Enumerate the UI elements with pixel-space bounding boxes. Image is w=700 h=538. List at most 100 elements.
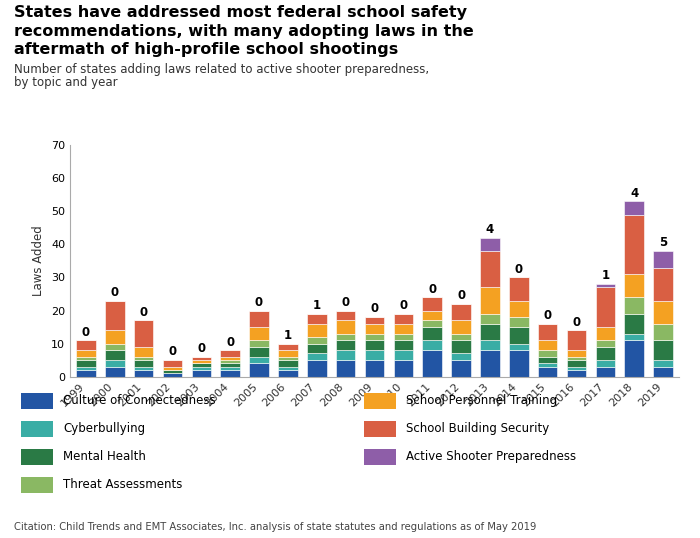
Bar bbox=[278, 370, 298, 377]
Bar bbox=[567, 367, 587, 370]
Text: School Personnel Training: School Personnel Training bbox=[406, 394, 557, 407]
Bar bbox=[220, 363, 240, 367]
Bar bbox=[192, 357, 211, 360]
Text: 0: 0 bbox=[399, 299, 407, 312]
Bar bbox=[422, 298, 442, 310]
Bar bbox=[76, 360, 96, 367]
Text: 1: 1 bbox=[313, 299, 321, 312]
Text: School Building Security: School Building Security bbox=[406, 422, 550, 435]
Bar bbox=[134, 367, 153, 370]
Text: 0: 0 bbox=[139, 306, 148, 318]
Bar bbox=[567, 350, 587, 357]
Bar bbox=[422, 340, 442, 350]
Bar bbox=[624, 215, 644, 274]
Bar bbox=[509, 301, 528, 317]
Bar bbox=[307, 360, 327, 377]
Text: 0: 0 bbox=[82, 325, 90, 338]
Bar bbox=[480, 324, 500, 340]
Text: by topic and year: by topic and year bbox=[14, 76, 118, 89]
Bar bbox=[596, 367, 615, 377]
Bar bbox=[220, 357, 240, 360]
Bar bbox=[538, 340, 557, 350]
Bar bbox=[162, 373, 182, 377]
Bar bbox=[278, 360, 298, 367]
Bar bbox=[480, 238, 500, 251]
Bar bbox=[249, 347, 269, 357]
Bar bbox=[567, 370, 587, 377]
Bar bbox=[365, 340, 384, 350]
Bar bbox=[336, 350, 356, 360]
Bar bbox=[596, 327, 615, 340]
Bar bbox=[538, 357, 557, 363]
Bar bbox=[480, 287, 500, 314]
Bar bbox=[220, 350, 240, 357]
Bar bbox=[365, 334, 384, 340]
Bar bbox=[480, 314, 500, 324]
Bar bbox=[278, 367, 298, 370]
Bar bbox=[653, 267, 673, 301]
Bar bbox=[452, 321, 471, 334]
Bar bbox=[538, 367, 557, 377]
Bar bbox=[422, 321, 442, 327]
Bar bbox=[220, 360, 240, 363]
Bar bbox=[162, 360, 182, 367]
Bar bbox=[336, 340, 356, 350]
Bar bbox=[596, 284, 615, 287]
Bar bbox=[76, 367, 96, 370]
Bar bbox=[134, 321, 153, 347]
Bar bbox=[509, 344, 528, 350]
Bar bbox=[105, 344, 125, 350]
Text: Mental Health: Mental Health bbox=[63, 450, 146, 463]
Bar bbox=[336, 310, 356, 321]
Text: 0: 0 bbox=[370, 302, 379, 315]
Bar bbox=[422, 350, 442, 377]
Bar bbox=[307, 344, 327, 353]
Bar bbox=[653, 340, 673, 360]
Bar bbox=[192, 367, 211, 370]
Bar bbox=[509, 278, 528, 301]
Text: 1: 1 bbox=[284, 329, 292, 342]
Bar bbox=[278, 350, 298, 357]
Bar bbox=[365, 317, 384, 324]
Bar bbox=[105, 360, 125, 367]
Bar bbox=[192, 363, 211, 367]
Bar bbox=[76, 357, 96, 360]
Bar bbox=[452, 360, 471, 377]
Text: aftermath of high-profile school shootings: aftermath of high-profile school shootin… bbox=[14, 42, 398, 57]
Bar bbox=[480, 251, 500, 287]
Bar bbox=[105, 330, 125, 344]
Bar bbox=[365, 350, 384, 360]
Bar bbox=[249, 340, 269, 347]
Text: 0: 0 bbox=[255, 296, 263, 309]
Bar bbox=[624, 340, 644, 377]
Text: 0: 0 bbox=[226, 336, 234, 349]
Bar bbox=[567, 357, 587, 360]
Text: 0: 0 bbox=[457, 289, 466, 302]
Text: Citation: Child Trends and EMT Associates, Inc. analysis of state statutes and r: Citation: Child Trends and EMT Associate… bbox=[14, 521, 536, 532]
Bar bbox=[134, 360, 153, 367]
Bar bbox=[162, 370, 182, 373]
Bar bbox=[596, 287, 615, 327]
Bar bbox=[480, 350, 500, 377]
Bar bbox=[624, 274, 644, 298]
Bar bbox=[538, 363, 557, 367]
Bar bbox=[653, 301, 673, 324]
Bar bbox=[220, 367, 240, 370]
Text: 0: 0 bbox=[428, 282, 436, 296]
Text: 5: 5 bbox=[659, 236, 667, 250]
Text: 4: 4 bbox=[486, 223, 494, 236]
Bar bbox=[624, 314, 644, 334]
Bar bbox=[365, 324, 384, 334]
Bar bbox=[249, 327, 269, 340]
Bar bbox=[192, 360, 211, 363]
Bar bbox=[393, 314, 413, 324]
Bar bbox=[452, 340, 471, 353]
Text: 0: 0 bbox=[514, 263, 523, 276]
Bar bbox=[307, 324, 327, 337]
Text: 0: 0 bbox=[111, 286, 119, 299]
Text: 4: 4 bbox=[630, 187, 638, 200]
Text: 0: 0 bbox=[169, 345, 176, 358]
Text: Culture of Connectedness: Culture of Connectedness bbox=[63, 394, 216, 407]
Bar bbox=[365, 360, 384, 377]
Bar bbox=[624, 201, 644, 215]
